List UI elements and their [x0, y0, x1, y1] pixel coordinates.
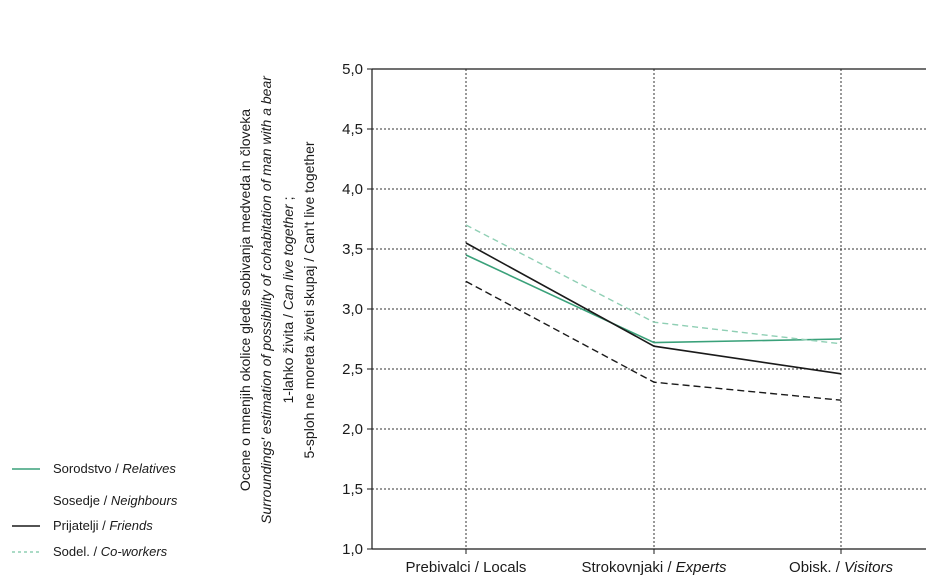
- axes: [367, 68, 926, 554]
- series-line: [465, 280, 842, 401]
- y-tick-label: 1,0: [342, 541, 363, 558]
- y-axis-label-line: 5-sploh ne moreta živeti skupaj / Can't …: [301, 141, 317, 458]
- y-tick-label: 2,5: [342, 361, 363, 378]
- y-tick-label: 5,0: [342, 61, 363, 78]
- y-tick-label: 2,0: [342, 421, 363, 438]
- series-line: [465, 224, 842, 345]
- series-lines: [465, 224, 842, 401]
- grid-lines: [372, 68, 926, 549]
- x-tick-label: Prebivalci / Locals: [406, 559, 527, 576]
- x-tick-label: Obisk. / Visitors: [789, 559, 893, 576]
- series-line: [465, 254, 842, 344]
- y-tick-label: 4,0: [342, 181, 363, 198]
- x-tick-label: Strokovnjaki / Experts: [581, 559, 727, 576]
- y-tick-labels: 1,0 1,5 2,0 2,5 3,0 3,5 4,0 4,5 5,0: [342, 61, 363, 558]
- y-axis-label-line: Ocene o mnenjih okolice glede sobivanja …: [237, 109, 253, 491]
- y-axis-label-line: Surroundings' estimation of possibility …: [258, 75, 274, 524]
- legend-entry: Sorodstvo / Relatives: [53, 461, 176, 476]
- y-axis-label-line: 1-lahko živita / Can live together ;: [280, 197, 296, 404]
- y-tick-label: 4,5: [342, 121, 363, 138]
- y-tick-label: 3,5: [342, 241, 363, 258]
- y-tick-label: 3,0: [342, 301, 363, 318]
- legend-entry: Sodel. / Co-workers: [53, 544, 168, 559]
- series-line: [465, 242, 842, 375]
- legend-entry: Sosedje / Neighbours: [53, 493, 178, 508]
- y-axis-label: Ocene o mnenjih okolice glede sobivanja …: [237, 75, 317, 524]
- x-tick-labels: Prebivalci / Locals Strokovnjaki / Expert…: [406, 559, 894, 576]
- legend: Sorodstvo / Relatives Sosedje / Neighbour…: [12, 461, 178, 559]
- legend-entry: Prijatelji / Friends: [53, 518, 153, 533]
- y-tick-label: 1,5: [342, 481, 363, 498]
